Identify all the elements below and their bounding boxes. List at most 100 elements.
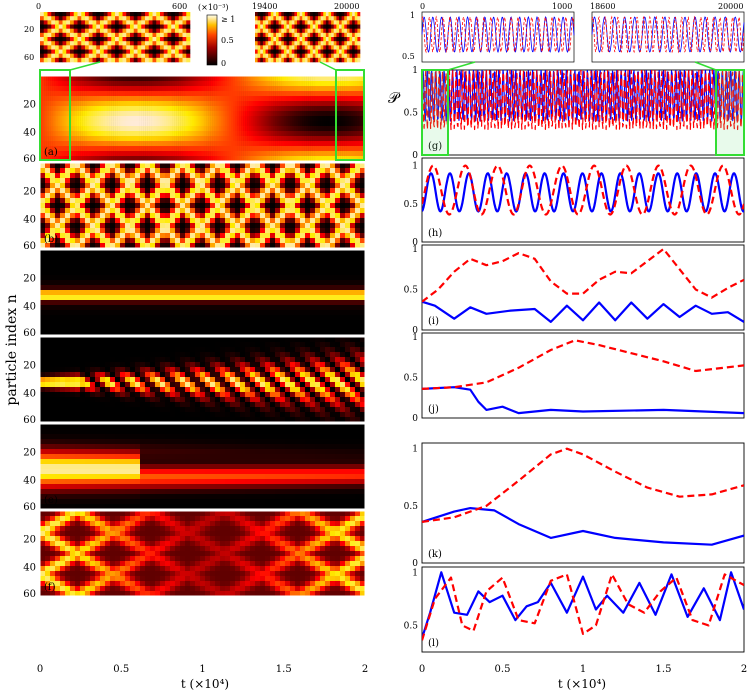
heatmap-cell <box>135 116 138 122</box>
heatmap-cell <box>42 126 45 132</box>
heatmap-cell <box>280 320 286 326</box>
heatmap-cell <box>76 91 79 97</box>
heatmap-cell <box>332 126 335 132</box>
heatmap-cell <box>125 146 128 152</box>
heatmap-cell <box>135 86 138 92</box>
heatmap-cell <box>145 136 148 142</box>
heatmap-cell <box>267 141 270 147</box>
heatmap-cell <box>170 310 176 316</box>
heatmap-cell <box>320 255 326 261</box>
heatmap-cell <box>62 81 65 87</box>
heatmap-cell <box>145 285 151 291</box>
heatmap-cell <box>46 101 49 107</box>
heatmap-cell <box>315 183 321 189</box>
heatmap-cell <box>352 101 356 107</box>
heatmap-cell <box>200 111 203 117</box>
heatmap-cell <box>140 325 146 331</box>
heatmap-cell <box>153 96 157 102</box>
heatmap-cell <box>265 213 271 219</box>
heatmap-cell <box>360 91 364 97</box>
heatmap-cell <box>65 310 71 316</box>
heatmap-cell <box>304 106 307 112</box>
heatmap-cell <box>137 141 140 147</box>
heatmap-cell <box>255 280 261 286</box>
heatmap-cell <box>275 228 281 234</box>
heatmap-cell <box>80 183 86 189</box>
heatmap-cell <box>155 151 159 157</box>
heatmap-cell <box>141 121 144 127</box>
heatmap-cell <box>226 151 230 157</box>
heatmap-cell <box>172 96 175 102</box>
heatmap-cell <box>350 86 354 92</box>
heatmap-cell <box>314 146 317 152</box>
heatmap-cell <box>253 121 256 127</box>
heatmap-cell <box>285 178 291 184</box>
heatmap-cell <box>305 260 311 266</box>
heatmap-cell <box>222 116 226 122</box>
heatmap-cell <box>130 265 136 271</box>
heatmap-cell <box>340 330 346 336</box>
heatmap-cell <box>265 330 271 336</box>
heatmap-cell <box>131 76 134 82</box>
heatmap-cell <box>50 188 56 194</box>
heatmap-cell <box>90 325 96 331</box>
heatmap-cell <box>230 260 236 266</box>
heatmap-cell <box>145 156 148 162</box>
heatmap-cell <box>342 106 345 112</box>
heatmap-cell <box>260 188 266 194</box>
heatmap-cell <box>279 96 282 102</box>
heatmap-cell <box>350 178 356 184</box>
heatmap-cell <box>40 250 46 256</box>
heatmap-cell <box>115 188 121 194</box>
heatmap-cell <box>250 250 256 256</box>
heatmap-cell <box>115 86 118 92</box>
heatmap-cell <box>216 126 219 132</box>
heatmap-cell <box>312 121 315 127</box>
heatmap-cell <box>320 325 326 331</box>
heatmap-cell <box>240 285 246 291</box>
heatmap-cell <box>279 91 282 97</box>
heatmap-cell <box>220 325 226 331</box>
heatmap-cell <box>65 305 71 311</box>
heatmap-cell <box>249 151 252 157</box>
heatmap-cell <box>308 141 311 147</box>
heatmap-cell <box>285 81 289 87</box>
heatmap-cell <box>110 315 116 321</box>
heatmap-cell <box>285 86 289 92</box>
heatmap-cell <box>120 183 126 189</box>
heatmap-cell <box>345 250 351 256</box>
heatmap-cell <box>218 116 222 122</box>
heatmap-cell <box>96 141 100 147</box>
heatmap-cell <box>165 300 171 306</box>
heatmap-cell <box>60 330 66 336</box>
heatmap-cell <box>90 250 96 256</box>
zoom-inset-g-left-ytick: 1 <box>410 11 415 20</box>
heatmap-cell <box>157 76 161 82</box>
heatmap-cell <box>98 76 102 82</box>
heatmap-cell <box>215 168 221 174</box>
heatmap-cell <box>100 141 104 147</box>
heatmap-cell <box>350 91 354 97</box>
heatmap-cell <box>277 96 280 102</box>
heatmap-cell <box>147 151 150 157</box>
heatmap-cell <box>167 86 171 92</box>
heatmap-cell <box>190 173 196 179</box>
heatmap-cell <box>240 218 246 224</box>
heatmap-cell <box>165 243 171 249</box>
heatmap-cell <box>330 91 333 97</box>
heatmap-cell <box>245 168 251 174</box>
heatmap-cell <box>322 146 325 152</box>
heatmap-cell <box>200 223 206 229</box>
heatmap-cell <box>44 91 47 97</box>
heatmap-cell <box>240 183 246 189</box>
heatmap-cell <box>170 151 173 157</box>
heatmap-cell <box>110 300 116 306</box>
heatmap-cell <box>200 203 206 209</box>
heatmap-cell <box>157 121 161 127</box>
heatmap-cell <box>358 146 362 152</box>
heatmap-cell <box>110 218 116 224</box>
heatmap-cell <box>184 121 187 127</box>
heatmap-cell <box>230 163 236 169</box>
heatmap-cell <box>66 131 69 137</box>
heatmap-cell <box>265 81 268 87</box>
